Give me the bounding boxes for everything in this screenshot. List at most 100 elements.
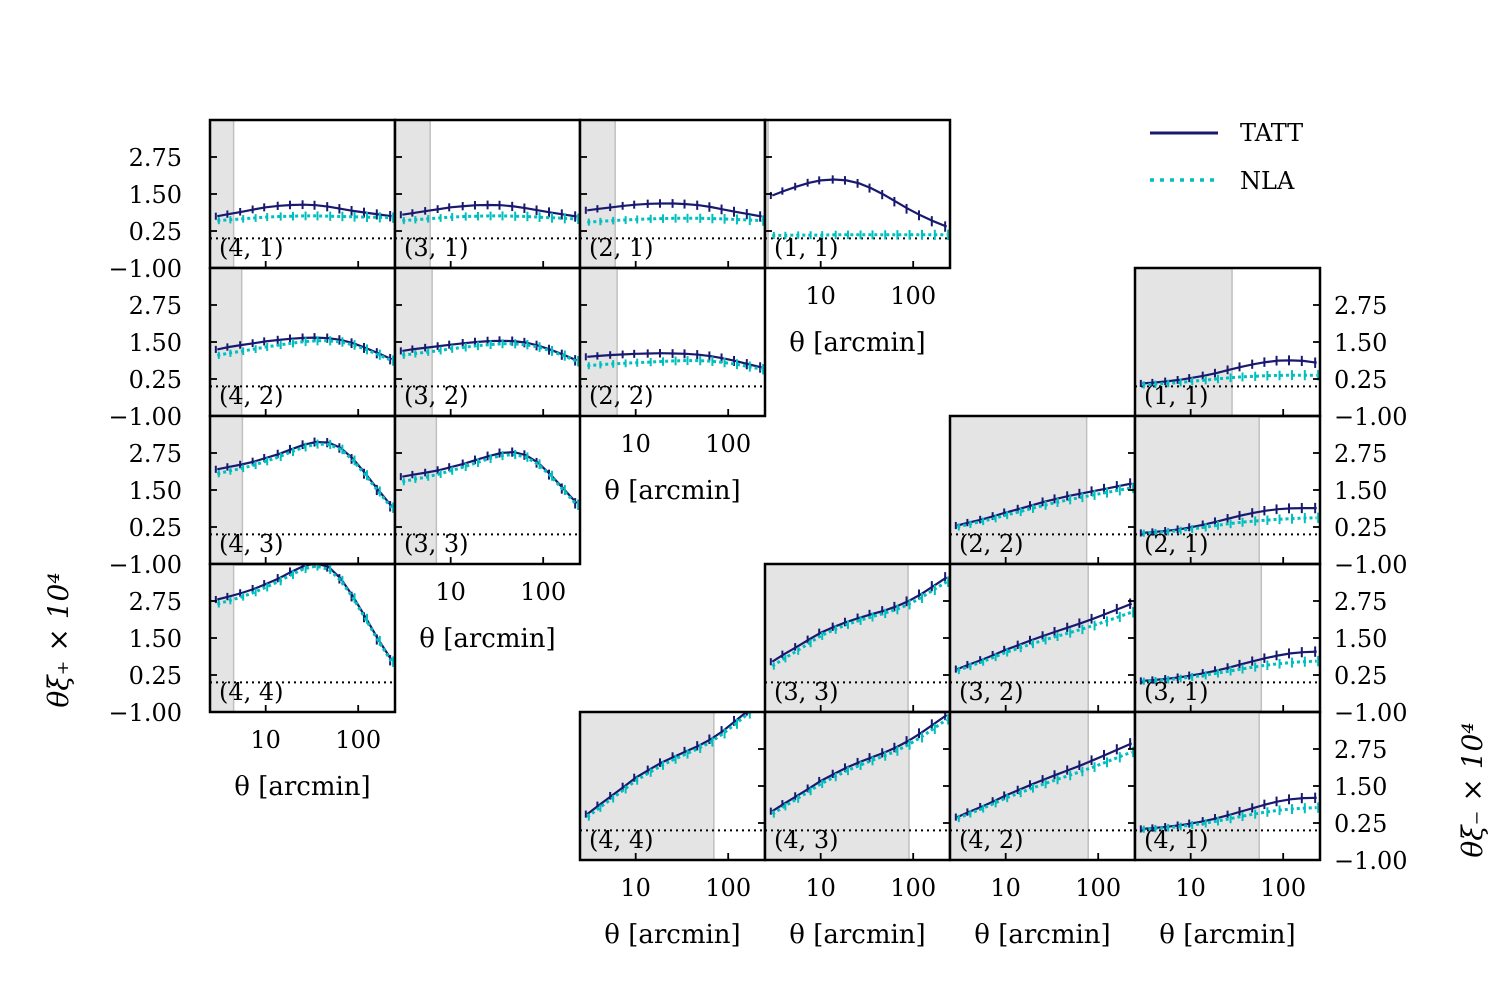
panel-plot-area [395,268,580,416]
series-tatt-line [587,352,762,369]
series-nla-line [216,442,393,509]
series-tatt-line [217,564,393,661]
y-tick-label: −1.00 [1334,699,1408,727]
x-tick-label: 100 [705,874,751,902]
legend: TATT NLA [1150,119,1303,195]
bin-label: (4, 1) [219,234,284,262]
y-tick-label: 0.25 [1334,810,1387,838]
series-tatt-line [956,602,1133,671]
panel-xi_minus-18: (4, 2) 10 100 θ [arcmin] [948,710,1137,950]
x-tick-label: 100 [705,430,751,458]
x-tick-label: 100 [890,282,936,310]
panel-plot-area [765,564,950,712]
panel-plot-area [765,120,950,268]
bin-label: (2, 2) [959,530,1024,558]
panel-xi_minus-14: (3, 2) [948,562,1137,714]
series-tatt-line [771,576,948,663]
y-tick-label: 1.50 [1334,329,1387,357]
panel-plot-area [580,712,765,860]
scale-cut-region [765,564,909,712]
x-axis-label: θ [arcmin] [419,624,555,654]
panel-plot-area [1135,712,1320,860]
series-tatt-line [587,202,762,218]
series-nla-line [771,580,948,668]
series-nla-line [216,564,393,663]
x-tick-label: 10 [990,874,1021,902]
series-tatt-line [1142,359,1317,385]
panel-xi_plus-0: (4, 1) −1.00 0.25 1.50 2.75 [108,118,397,283]
series-nla-line [217,214,392,223]
panel-xi_plus-8: (3, 3) 10 100 θ [arcmin] [393,414,582,654]
panel-plot-area [950,416,1135,564]
panel-xi_minus-15: (3, 1) −1.00 0.25 1.50 2.75 [1133,562,1408,727]
scale-cut-region [765,712,909,860]
panel-xi_plus-7: (4, 3) −1.00 0.25 1.50 2.75 [108,414,397,579]
series-tatt-line [771,714,948,813]
y-tick-label: 0.25 [129,514,182,542]
y-tick-label: −1.00 [108,403,182,431]
panel-xi_minus-10: (1, 1) −1.00 0.25 1.50 2.75 [1133,266,1408,431]
x-tick-label: 10 [250,726,281,754]
panel-xi_plus-1: (3, 1) [393,118,582,270]
bin-label: (4, 2) [959,826,1024,854]
series-tatt-line [1142,507,1317,534]
panel-xi_plus-6: (2, 2) 10 100 θ [arcmin] [578,266,767,506]
y-tick-label: 2.75 [1334,736,1387,764]
panel-xi_minus-13: (3, 3) [763,562,952,714]
x-tick-label: 100 [335,726,381,754]
x-axis-label: θ [arcmin] [974,920,1110,950]
y-tick-label: 2.75 [1334,588,1387,616]
series-tatt-line [217,336,393,361]
scale-cut-region [1135,712,1260,860]
series-nla-line [401,452,578,506]
panel-plot-area [395,120,580,268]
series-nla-line [402,214,577,223]
panel-plot-area [765,712,950,860]
scale-cut-region [950,416,1087,564]
panel-plot-area [1135,564,1320,712]
y-tick-label: −1.00 [108,551,182,579]
y-tick-label: 1.50 [129,181,182,209]
panel-xi_plus-3: (1, 1) 10 100 θ [arcmin] [763,118,952,358]
scale-cut-region [950,712,1089,860]
scale-cut-region [1135,268,1233,416]
bin-label: (3, 3) [774,678,839,706]
series-nla-line [772,233,947,237]
series-nla-line [586,712,754,819]
y-tick-label: 0.25 [129,366,182,394]
y-tick-label: 2.75 [129,144,182,172]
x-tick-label: 10 [435,578,466,606]
x-tick-label: 10 [620,430,651,458]
bin-label: (4, 3) [774,826,839,854]
y-tick-label: 0.25 [129,662,182,690]
x-axis-label: θ [arcmin] [604,476,740,506]
x-tick-label: 10 [805,874,836,902]
series-tatt-line [1142,796,1317,830]
y-tick-label: 2.75 [129,292,182,320]
bin-label: (4, 1) [1144,826,1209,854]
panel-xi_minus-12: (2, 1) −1.00 0.25 1.50 2.75 [1133,414,1408,579]
x-tick-label: 100 [1075,874,1121,902]
series-nla-line [217,339,393,362]
series-tatt-line [956,742,1133,819]
x-axis-label: θ [arcmin] [1159,920,1295,950]
bin-label: (2, 1) [1144,530,1209,558]
x-tick-label: 10 [1175,874,1206,902]
y-tick-label: −1.00 [1334,551,1408,579]
series-nla-line [1142,659,1317,683]
y-tick-label: 2.75 [129,588,182,616]
x-tick-label: 10 [805,282,836,310]
scale-cut-region [950,564,1089,712]
x-axis-label: θ [arcmin] [789,920,925,950]
bin-label: (3, 1) [1144,678,1209,706]
scale-cut-region [1135,416,1260,564]
y-tick-label: −1.00 [1334,847,1408,875]
y-tick-label: 1.50 [1334,477,1387,505]
y-tick-label: −1.00 [1334,403,1408,431]
bin-label: (4, 3) [219,530,284,558]
bin-label: (3, 2) [404,382,469,410]
y-tick-label: −1.00 [108,255,182,283]
series-nla-line [402,342,578,363]
x-axis-label: θ [arcmin] [604,920,740,950]
panel-plot-area [950,712,1135,860]
